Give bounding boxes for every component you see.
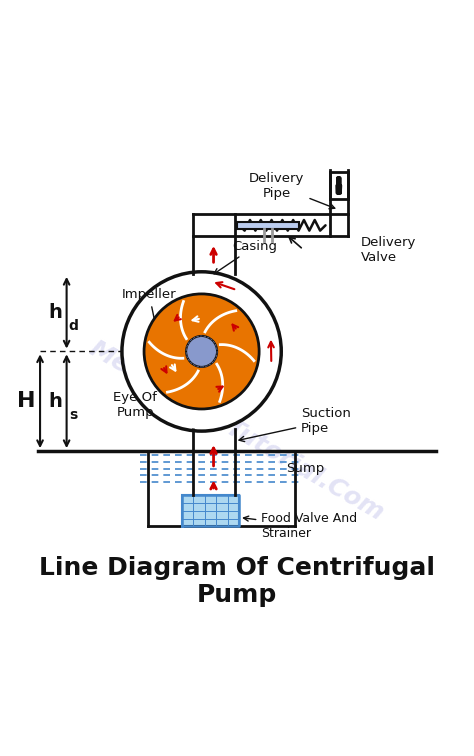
Circle shape xyxy=(124,274,279,429)
Text: h: h xyxy=(48,392,62,411)
Text: h: h xyxy=(48,303,62,322)
Text: Delivery
Pipe: Delivery Pipe xyxy=(249,172,335,209)
Circle shape xyxy=(144,294,259,409)
Text: Suction
Pipe: Suction Pipe xyxy=(239,407,351,442)
Text: Delivery
Valve: Delivery Valve xyxy=(361,236,416,264)
Text: H: H xyxy=(17,392,36,411)
Text: Sump: Sump xyxy=(286,462,324,476)
Text: Eye Of
Pump: Eye Of Pump xyxy=(113,391,157,419)
Text: Casing: Casing xyxy=(214,240,278,274)
Text: Food Valve And
Strainer: Food Valve And Strainer xyxy=(244,513,357,541)
Bar xyxy=(182,495,239,526)
Text: MechanicalTutorial.Com: MechanicalTutorial.Com xyxy=(85,336,389,525)
Text: s: s xyxy=(69,408,77,422)
Text: Line Diagram Of Centrifugal
Pump: Line Diagram Of Centrifugal Pump xyxy=(39,556,435,608)
Circle shape xyxy=(186,336,217,367)
Bar xyxy=(237,222,299,229)
Text: d: d xyxy=(69,319,79,333)
Text: Impeller: Impeller xyxy=(122,288,176,330)
